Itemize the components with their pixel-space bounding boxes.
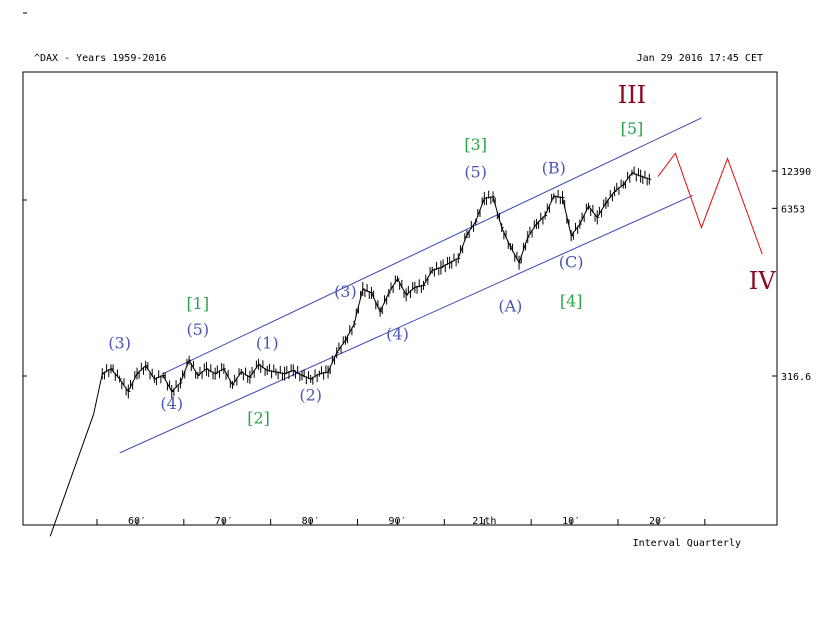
projection-path — [657, 152, 763, 255]
wave-label: (3) — [334, 282, 357, 301]
wave-label: (5) — [464, 163, 487, 182]
wave-labels: (3) (4) [1] (5) (1) [2] (2) (3) (4) [3] (5) (A) (B) (… — [108, 81, 776, 428]
price-line — [49, 172, 650, 537]
x-tick-label: 90′ — [388, 516, 406, 527]
price-series — [49, 166, 652, 537]
x-tick-label: 10′ — [562, 516, 580, 527]
wave-label: [1] — [186, 294, 209, 313]
projection-line — [657, 152, 763, 255]
x-tick-label: 80′ — [302, 516, 320, 527]
y-axis: 12390 6353 316.6 — [23, 12, 811, 383]
channel-lower-line — [119, 194, 693, 454]
wave-label: (4) — [386, 324, 409, 343]
wave-label: (1) — [256, 333, 279, 352]
wave-label: (C) — [559, 253, 584, 272]
y-tick-label: 316.6 — [781, 372, 811, 383]
wave-label: [5] — [621, 119, 644, 138]
y-tick-label: 12390 — [781, 167, 811, 178]
channel-upper-line — [162, 117, 702, 375]
wave-label: [2] — [247, 409, 270, 428]
x-tick-label: 70′ — [215, 516, 233, 527]
wave-label: (A) — [498, 297, 522, 316]
wave-label: [4] — [560, 291, 583, 310]
x-tick-label: 20′ — [649, 516, 667, 527]
chart-timestamp: Jan 29 2016 17:45 CET — [637, 53, 763, 64]
interval-label: Interval Quarterly — [633, 538, 741, 549]
wave-label: IV — [749, 267, 776, 295]
y-tick-label: 6353 — [781, 204, 805, 215]
wave-label: (5) — [186, 320, 209, 339]
wave-label: (3) — [108, 333, 131, 352]
x-tick-label: 21th — [472, 516, 496, 527]
plot-frame — [22, 71, 778, 526]
trend-channel — [119, 117, 702, 454]
wave-label: (4) — [160, 394, 183, 413]
wave-label: [3] — [464, 135, 487, 154]
wave-label: (B) — [542, 159, 566, 178]
wave-label: III — [618, 81, 646, 109]
chart-title: ^DAX - Years 1959-2016 — [34, 53, 166, 64]
x-tick-label: 60′ — [128, 516, 146, 527]
wave-label: (2) — [299, 385, 322, 404]
x-axis: 60′ 70′ 80′ 90′ 21th 10′ 20′ — [96, 516, 706, 527]
